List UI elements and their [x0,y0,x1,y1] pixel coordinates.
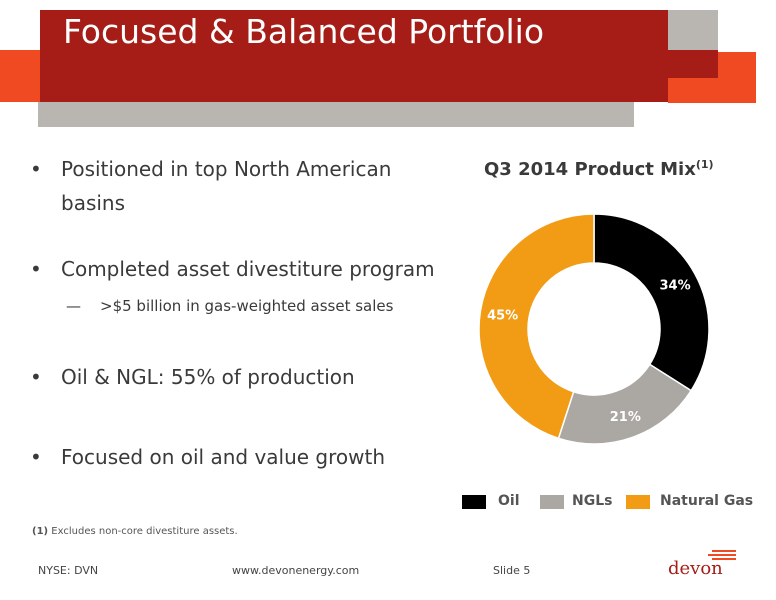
donut-slice-natural-gas [478,213,595,440]
legend-label: NGLs [572,493,613,509]
bullet-glyph: • [30,445,42,469]
header-decor-orange-left [0,50,40,102]
logo-bar [712,558,736,560]
logo-text: devon [668,558,723,579]
header-decor-gray-bottom [38,100,634,127]
donut-chart: 34% 21% 45% [478,213,710,445]
logo-bar [712,550,736,552]
bullet-text: Positioned in top North American basins [61,157,392,215]
donut-data-label: 34% [659,278,690,293]
chart-title: Q3 2014 Product Mix(1) [484,158,714,180]
bullet-glyph: • [30,257,42,281]
bullet-text: Oil & NGL: 55% of production [61,365,355,389]
bullet-text: Completed asset divestiture program [61,257,435,281]
chart-title-text: Q3 2014 Product Mix [484,159,696,180]
header-decor-red-ext [668,50,718,78]
footer-ticker: NYSE: DVN [38,564,99,577]
sub-bullet-glyph: — [66,297,81,315]
chart-title-footnote: (1) [695,158,714,171]
legend-swatch [626,495,650,509]
slide-title: Focused & Balanced Portfolio [63,12,545,51]
devon-logo: devon [668,546,736,582]
header-decor-gray-top [668,10,718,50]
bullet-glyph: • [30,157,42,181]
bullet-text: Focused on oil and value growth [61,445,386,469]
bullet-glyph: • [30,365,42,389]
footer-slide-number: Slide 5 [493,564,531,577]
footnote: (1) Excludes non-core divestiture assets… [32,526,238,537]
header-banner [40,10,668,102]
donut-data-label: 45% [487,309,518,324]
donut-data-label: 21% [610,410,641,425]
legend-swatch [462,495,486,509]
footnote-marker: (1) [32,526,49,537]
legend-label: Natural Gas [660,493,754,509]
logo-bar [708,554,736,556]
footnote-text: Excludes non-core divestiture assets. [51,526,238,537]
footer-website: www.devonenergy.com [232,564,360,577]
sub-bullet-text: >$5 billion in gas-weighted asset sales [100,297,394,315]
legend-label: Oil [498,493,520,509]
donut-slice-oil [593,213,710,392]
legend-swatch [540,495,564,509]
